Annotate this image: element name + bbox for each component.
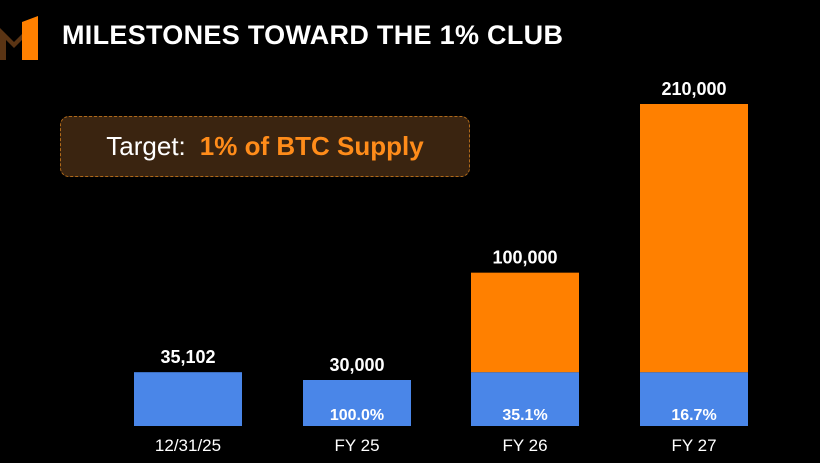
bar-segment-current xyxy=(471,372,579,426)
x-tick-label: FY 25 xyxy=(334,436,379,455)
target-value: 1% of BTC Supply xyxy=(199,131,424,161)
bar-segment-target xyxy=(640,104,748,373)
bar-percent-label: 100.0% xyxy=(330,407,384,424)
bar-value-label: 30,000 xyxy=(329,355,384,375)
bar-value-label: 100,000 xyxy=(492,248,557,268)
bar-segment-current xyxy=(303,380,411,426)
bar-value-label: 35,102 xyxy=(160,347,215,367)
bar-segment-current xyxy=(640,372,748,426)
page-title: MILESTONES TOWARD THE 1% CLUB xyxy=(62,20,564,50)
bar-segment-target xyxy=(471,272,579,373)
x-tick-label: FY 27 xyxy=(671,436,716,455)
target-callout: Target: 1% of BTC Supply xyxy=(60,116,470,177)
strategy-logo-icon xyxy=(0,16,38,60)
x-tick-label: FY 26 xyxy=(502,436,547,455)
bar-value-label: 210,000 xyxy=(661,79,726,99)
bar-percent-label: 16.7% xyxy=(671,407,716,424)
x-tick-label: 12/31/25 xyxy=(155,436,221,455)
target-label: Target: xyxy=(106,131,186,161)
bar-segment-current xyxy=(134,372,242,426)
bar-percent-label: 35.1% xyxy=(502,407,547,424)
